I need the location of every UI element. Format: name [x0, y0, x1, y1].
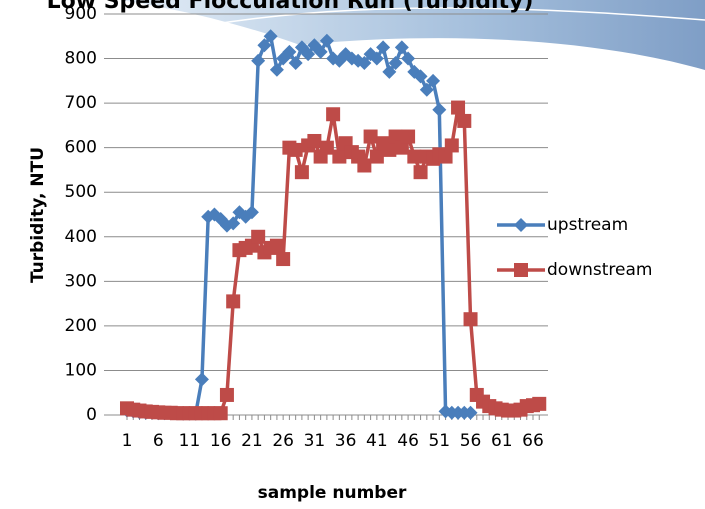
y-axis-label: Turbidity, NTU: [28, 147, 48, 283]
x-tick-label: 61: [491, 431, 513, 451]
marker: [382, 142, 397, 157]
marker: [226, 216, 241, 231]
decor: [59, 7, 705, 61]
marker: [532, 396, 547, 411]
marker: [438, 149, 453, 164]
marker: [257, 38, 272, 53]
marker: [369, 51, 384, 66]
x-tick-label: 66: [522, 431, 544, 451]
marker: [213, 406, 228, 421]
marker: [244, 205, 259, 220]
marker: [432, 102, 447, 117]
marker: [382, 64, 397, 79]
y-tick-label: 800: [65, 49, 97, 69]
marker: [394, 40, 409, 55]
marker: [276, 252, 291, 267]
chart-title: Low Speed Flocculation Run (Turbidity): [47, 0, 534, 14]
marker: [194, 372, 209, 387]
marker: [426, 73, 441, 88]
marker: [219, 387, 234, 402]
marker: [307, 133, 322, 148]
x-tick-label: 56: [460, 431, 482, 451]
marker: [282, 44, 297, 59]
marker: [451, 100, 466, 115]
marker: [394, 140, 409, 155]
x-tick-label: 46: [397, 431, 419, 451]
marker: [444, 138, 459, 153]
marker: [457, 113, 472, 128]
y-tick-label: 400: [65, 227, 97, 247]
marker: [226, 294, 241, 309]
y-tick-label: 600: [65, 138, 97, 158]
marker: [388, 129, 403, 144]
y-tick-label: 700: [65, 93, 97, 113]
y-tick-label: 200: [65, 316, 97, 336]
marker: [251, 53, 266, 68]
y-tick-label: 300: [65, 271, 97, 291]
legend-marker: [514, 263, 528, 277]
marker: [319, 140, 334, 155]
marker: [401, 129, 416, 144]
marker: [269, 238, 284, 253]
legend-label: downstream: [547, 260, 652, 280]
y-tick-label: 500: [65, 182, 97, 202]
y-tick-label: 100: [65, 360, 97, 380]
series-line: [126, 31, 471, 416]
y-tick-label: 0: [86, 405, 97, 425]
x-tick-label: 11: [179, 431, 201, 451]
marker: [319, 33, 334, 48]
marker: [413, 69, 428, 84]
marker: [301, 47, 316, 62]
marker: [401, 51, 416, 66]
x-tick-label: 36: [335, 431, 357, 451]
x-tick-label: 6: [153, 431, 164, 451]
marker: [419, 82, 434, 97]
marker: [294, 165, 309, 180]
marker: [463, 312, 478, 327]
marker: [369, 149, 384, 164]
x-tick-label: 41: [366, 431, 388, 451]
marker: [376, 40, 391, 55]
x-tick-label: 31: [304, 431, 326, 451]
marker: [463, 405, 478, 420]
marker: [407, 149, 422, 164]
marker: [388, 56, 403, 71]
marker: [263, 29, 278, 44]
marker: [288, 142, 303, 157]
marker: [357, 56, 372, 71]
x-tick-label: 51: [428, 431, 450, 451]
marker: [313, 44, 328, 59]
marker: [363, 129, 378, 144]
marker: [288, 56, 303, 71]
marker: [413, 165, 428, 180]
legend-marker: [514, 218, 528, 232]
y-tick-label: 900: [65, 4, 97, 24]
x-tick-label: 1: [122, 431, 133, 451]
legend-label: upstream: [547, 215, 628, 235]
x-axis-label: sample number: [258, 483, 407, 503]
x-tick-label: 26: [272, 431, 294, 451]
x-tick-label: 16: [210, 431, 232, 451]
x-tick-label: 21: [241, 431, 263, 451]
marker: [332, 149, 347, 164]
marker: [326, 107, 341, 122]
marker: [269, 62, 284, 77]
marker: [251, 229, 266, 244]
marker: [357, 158, 372, 173]
